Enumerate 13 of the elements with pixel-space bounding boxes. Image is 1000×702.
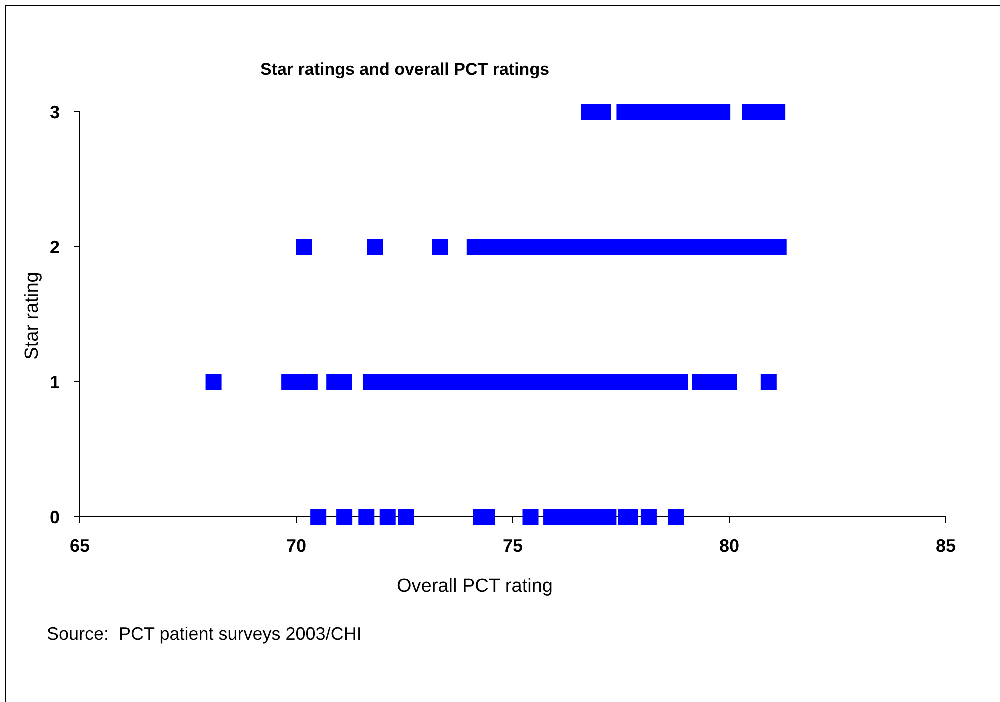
y-tick-label: 1 (50, 372, 60, 392)
source-note: Source: PCT patient surveys 2003/CHI (47, 624, 362, 645)
x-tick-label: 65 (70, 536, 90, 556)
y-tick-label: 0 (50, 507, 60, 528)
y-tick-label: 2 (50, 237, 60, 258)
y-tick-label: 3 (50, 102, 60, 122)
x-tick-label: 85 (936, 536, 956, 556)
x-tick-label: 80 (719, 536, 740, 556)
x-tick-label: 70 (286, 536, 307, 556)
y-axis-title: Star rating (22, 271, 44, 362)
chart-title: Star ratings and overall PCT ratings (259, 60, 551, 80)
x-tick-label: 75 (502, 536, 524, 556)
x-axis-title: Overall PCT rating (396, 576, 554, 598)
